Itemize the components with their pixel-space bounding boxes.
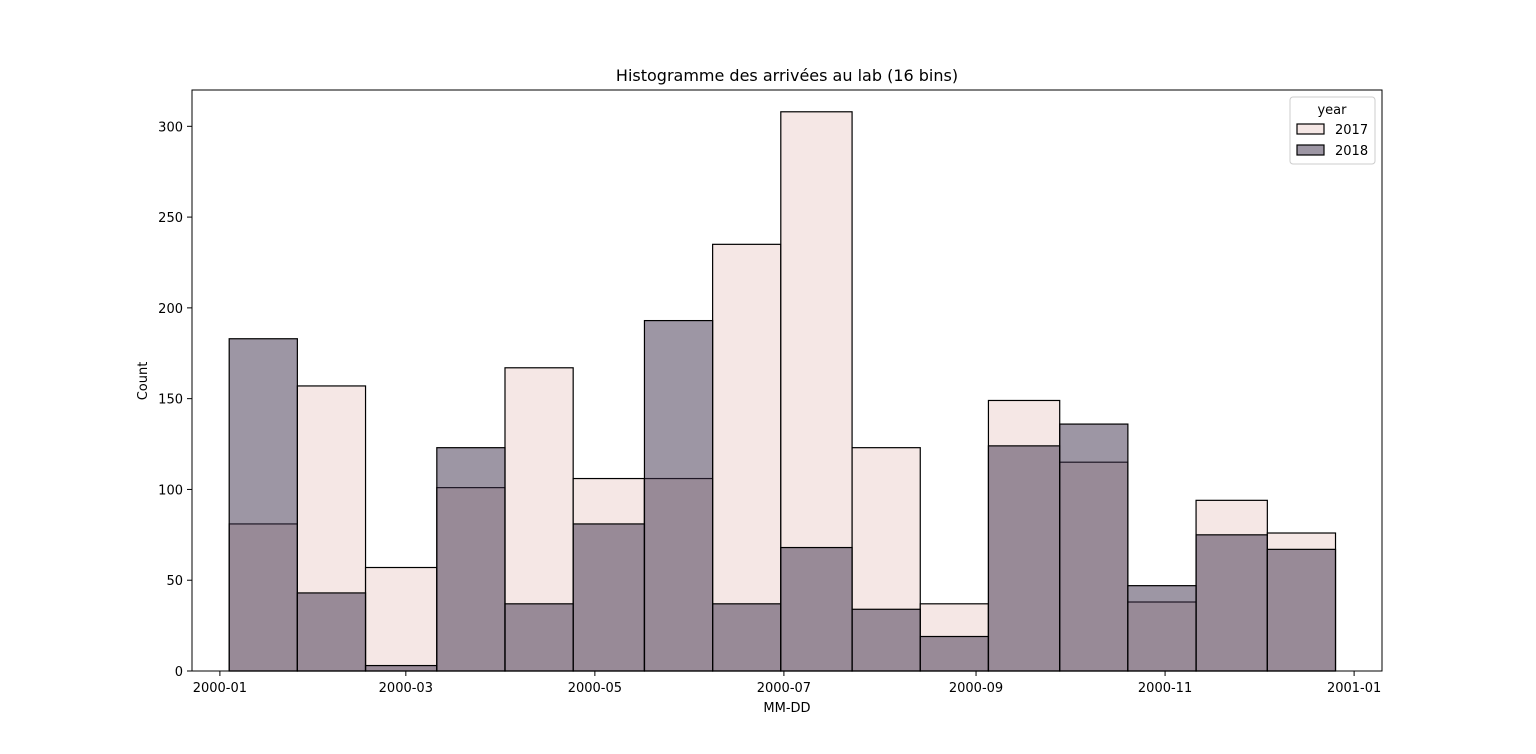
y-tick-label: 50 (166, 574, 183, 589)
bar-2018-4 (436, 447, 506, 672)
plot-frame (191, 89, 1383, 672)
bar-2018-5 (504, 603, 574, 672)
y-tick-label: 250 (158, 211, 183, 226)
y-tick-label: 300 (158, 120, 183, 135)
x-tick-label: 2000-09 (949, 681, 1003, 696)
chart-title: Histogramme des arrivées au lab (16 bins… (616, 66, 958, 85)
bar-2017-3 (364, 566, 438, 672)
bars-layer (228, 111, 1337, 672)
bar-2018-14 (1127, 585, 1197, 672)
legend-swatch-2017 (1296, 123, 1325, 135)
x-tick-label: 2000-11 (1138, 681, 1192, 696)
x-axis-ticks: 2000-01 2000-03 2000-05 2000-07 2000-09 2000-… (193, 671, 1381, 696)
y-tick-label: 200 (158, 302, 183, 317)
legend-label: 2017 (1335, 123, 1368, 138)
y-axis-ticks: 0 50 100 150 200 250 300 (158, 120, 192, 680)
bar-2018-12 (987, 445, 1061, 672)
bar-2018-16 (1266, 548, 1337, 672)
x-tick-label: 2000-07 (757, 681, 811, 696)
y-tick-label: 150 (158, 393, 183, 408)
x-tick-label: 2001-01 (1327, 681, 1381, 696)
legend-title: year (1317, 103, 1347, 118)
bar-2018-11 (919, 635, 990, 672)
bar-2018-2 (296, 592, 367, 672)
bar-2018-9 (780, 546, 853, 672)
legend-items: 2017 2018 (1296, 123, 1368, 159)
y-tick-label: 100 (158, 483, 183, 498)
bar-2018-6 (572, 523, 646, 672)
bar-2018-3 (364, 664, 438, 672)
bar-2018-7 (643, 319, 714, 672)
x-tick-label: 2000-01 (193, 681, 247, 696)
bar-2018-1 (228, 338, 298, 672)
y-axis-label: Count (136, 362, 151, 401)
x-tick-label: 2000-05 (568, 681, 622, 696)
legend-label: 2018 (1335, 144, 1368, 159)
bar-2018-15 (1195, 534, 1268, 672)
x-tick-label: 2000-03 (379, 681, 433, 696)
y-tick-label: 0 (175, 665, 183, 680)
legend: year 2017 2018 (1289, 96, 1376, 165)
bar-2018-8 (712, 603, 782, 672)
bar-2018-10 (851, 608, 921, 672)
legend-swatch-2018 (1296, 144, 1325, 156)
x-axis-label: MM-DD (763, 701, 810, 716)
bar-2018-13 (1059, 423, 1129, 672)
